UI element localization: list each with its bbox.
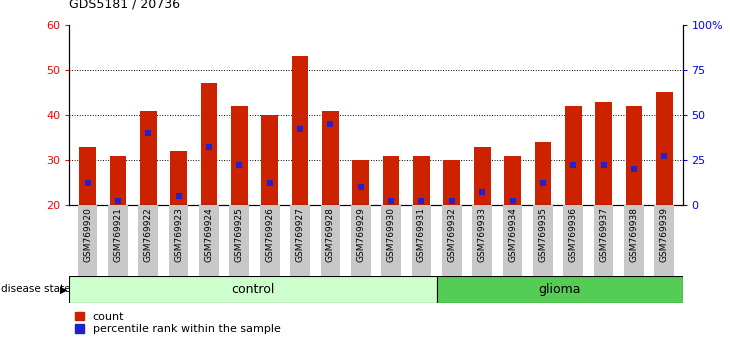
Bar: [444, 160, 460, 205]
Bar: [626, 106, 642, 205]
Text: GSM769929: GSM769929: [356, 207, 365, 262]
Text: GSM769938: GSM769938: [629, 207, 639, 262]
FancyBboxPatch shape: [503, 205, 523, 276]
Text: GSM769923: GSM769923: [174, 207, 183, 262]
Text: disease state: disease state: [1, 284, 70, 295]
FancyBboxPatch shape: [351, 205, 371, 276]
Bar: [413, 156, 430, 205]
Bar: [474, 147, 491, 205]
Bar: [231, 106, 247, 205]
Bar: [110, 156, 126, 205]
FancyBboxPatch shape: [442, 205, 461, 276]
FancyBboxPatch shape: [320, 205, 340, 276]
Text: GSM769936: GSM769936: [569, 207, 577, 262]
Text: glioma: glioma: [539, 283, 581, 296]
Text: GSM769928: GSM769928: [326, 207, 335, 262]
FancyBboxPatch shape: [199, 205, 219, 276]
Bar: [565, 106, 582, 205]
FancyBboxPatch shape: [472, 205, 492, 276]
Text: GSM769927: GSM769927: [296, 207, 304, 262]
Bar: [322, 110, 339, 205]
Legend: count, percentile rank within the sample: count, percentile rank within the sample: [75, 312, 280, 334]
Bar: [69, 276, 437, 303]
Text: GSM769933: GSM769933: [477, 207, 487, 262]
Text: GSM769932: GSM769932: [447, 207, 456, 262]
Text: GSM769934: GSM769934: [508, 207, 517, 262]
Bar: [292, 56, 308, 205]
Text: GDS5181 / 20736: GDS5181 / 20736: [69, 0, 180, 11]
FancyBboxPatch shape: [139, 205, 158, 276]
FancyBboxPatch shape: [381, 205, 401, 276]
FancyBboxPatch shape: [533, 205, 553, 276]
Text: control: control: [231, 283, 275, 296]
Bar: [353, 160, 369, 205]
Bar: [261, 115, 278, 205]
Text: GSM769924: GSM769924: [204, 207, 213, 262]
Text: GSM769935: GSM769935: [539, 207, 548, 262]
Text: ▶: ▶: [60, 284, 67, 295]
Bar: [80, 147, 96, 205]
FancyBboxPatch shape: [291, 205, 310, 276]
FancyBboxPatch shape: [260, 205, 280, 276]
FancyBboxPatch shape: [624, 205, 644, 276]
Bar: [201, 84, 218, 205]
Text: GSM769920: GSM769920: [83, 207, 92, 262]
FancyBboxPatch shape: [564, 205, 583, 276]
Bar: [534, 142, 551, 205]
Text: GSM769939: GSM769939: [660, 207, 669, 262]
FancyBboxPatch shape: [229, 205, 249, 276]
FancyBboxPatch shape: [412, 205, 431, 276]
Bar: [656, 92, 672, 205]
FancyBboxPatch shape: [77, 205, 97, 276]
Bar: [504, 156, 521, 205]
Bar: [140, 110, 157, 205]
FancyBboxPatch shape: [593, 205, 613, 276]
Text: GSM769921: GSM769921: [113, 207, 123, 262]
Bar: [595, 102, 612, 205]
Text: GSM769937: GSM769937: [599, 207, 608, 262]
Text: GSM769931: GSM769931: [417, 207, 426, 262]
Bar: [437, 276, 683, 303]
FancyBboxPatch shape: [655, 205, 675, 276]
Text: GSM769925: GSM769925: [235, 207, 244, 262]
Text: GSM769922: GSM769922: [144, 207, 153, 262]
Text: GSM769930: GSM769930: [387, 207, 396, 262]
Text: GSM769926: GSM769926: [265, 207, 274, 262]
FancyBboxPatch shape: [108, 205, 128, 276]
Bar: [170, 151, 187, 205]
FancyBboxPatch shape: [169, 205, 188, 276]
Bar: [383, 156, 399, 205]
